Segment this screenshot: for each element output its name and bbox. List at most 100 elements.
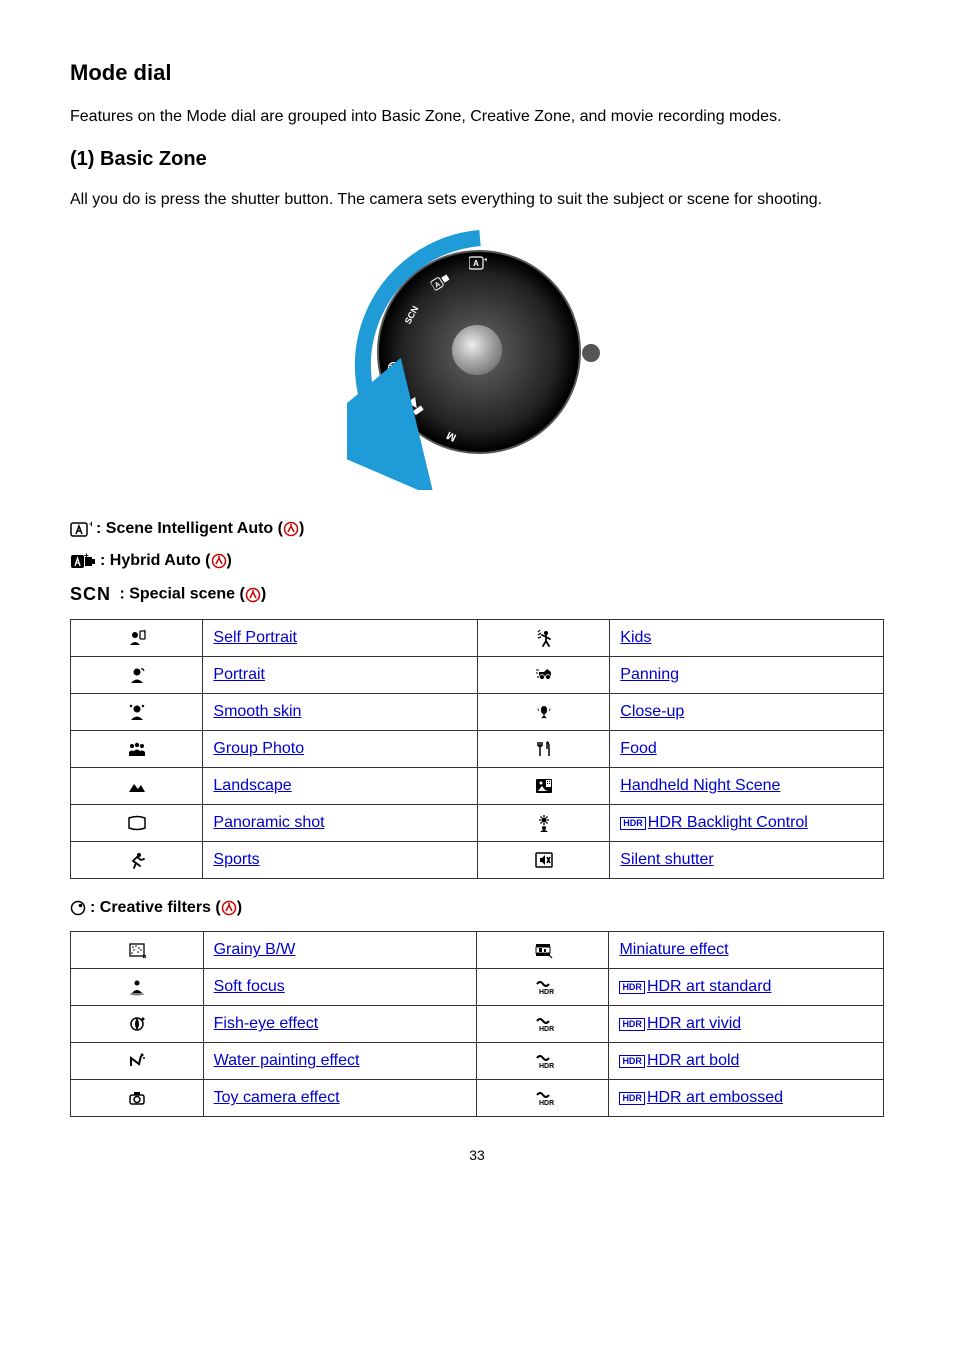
- miniature-link[interactable]: Miniature effect: [619, 941, 728, 958]
- svg-text:+: +: [484, 257, 487, 264]
- link-cell: Smooth skin: [203, 694, 478, 731]
- hdr-emb-icon: HDR: [476, 1080, 609, 1117]
- close-up-icon: [477, 694, 609, 731]
- hybrid-auto-link[interactable]: [211, 552, 227, 569]
- link-cell: Kids: [610, 620, 884, 657]
- portrait-link[interactable]: Portrait: [213, 666, 265, 683]
- link-cell: Silent shutter: [610, 842, 884, 879]
- intro-paragraph: Features on the Mode dial are grouped in…: [70, 106, 884, 128]
- special-scene-link[interactable]: [245, 586, 261, 603]
- link-cell: Toy camera effect: [203, 1080, 476, 1117]
- link-icon: [245, 587, 261, 603]
- link-cell: Fish-eye effect: [203, 1006, 476, 1043]
- link-cell: Panoramic shot: [203, 805, 478, 842]
- hdr-badge: HDR: [619, 1055, 645, 1068]
- table-row: Portrait Panning: [71, 657, 884, 694]
- mode-scene-intelligent-auto: + : Scene Intelligent Auto (): [70, 520, 884, 538]
- hdr-std-icon: HDR: [476, 969, 609, 1006]
- link-cell: Sports: [203, 842, 478, 879]
- link-cell: Panning: [610, 657, 884, 694]
- night-icon: [477, 768, 609, 805]
- link-icon: [283, 521, 299, 537]
- hdr-vivid-link[interactable]: HDR art vivid: [647, 1015, 741, 1032]
- fisheye-link[interactable]: Fish-eye effect: [214, 1015, 319, 1032]
- creative-filters-link[interactable]: [221, 899, 237, 916]
- close-paren: ): [227, 552, 232, 569]
- svg-text:+: +: [89, 521, 92, 529]
- scene-intelligent-auto-icon: +: [70, 520, 92, 538]
- self-portrait-link[interactable]: Self Portrait: [213, 629, 297, 646]
- special-scene-table: + Self Portrait Kids Portrait Panning Smooth …: [70, 619, 884, 879]
- sports-link[interactable]: Sports: [213, 851, 259, 868]
- hdr-badge: HDR: [619, 1092, 645, 1105]
- link-cell: HDRHDR art embossed: [609, 1080, 884, 1117]
- food-icon: [477, 731, 609, 768]
- link-cell: Food: [610, 731, 884, 768]
- silent-link[interactable]: Silent shutter: [620, 851, 713, 868]
- toy-icon: [71, 1080, 204, 1117]
- kids-link[interactable]: Kids: [620, 629, 651, 646]
- heading-mode-dial: Mode dial: [70, 60, 884, 86]
- hdr-std-link[interactable]: HDR art standard: [647, 978, 772, 995]
- link-icon: [211, 553, 227, 569]
- link-cell: Self Portrait: [203, 620, 478, 657]
- grainy-icon: [71, 932, 204, 969]
- link-cell: HDRHDR art vivid: [609, 1006, 884, 1043]
- basic-zone-intro: All you do is press the shutter button. …: [70, 189, 884, 211]
- landscape-link[interactable]: Landscape: [213, 777, 291, 794]
- hdr-badge: HDR: [620, 817, 646, 830]
- link-cell: HDRHDR Backlight Control: [610, 805, 884, 842]
- link-cell: Soft focus: [203, 969, 476, 1006]
- table-row: + Self Portrait Kids: [71, 620, 884, 657]
- panning-link[interactable]: Panning: [620, 666, 679, 683]
- link-cell: Close-up: [610, 694, 884, 731]
- panorama-link[interactable]: Panoramic shot: [213, 814, 324, 831]
- close-up-link[interactable]: Close-up: [620, 703, 684, 720]
- smooth-skin-link[interactable]: Smooth skin: [213, 703, 301, 720]
- scn-icon: SCN: [70, 584, 111, 605]
- group-icon: [71, 731, 203, 768]
- hdr-emb-link[interactable]: HDR art embossed: [647, 1089, 783, 1106]
- hdr-backlight-icon: [477, 805, 609, 842]
- special-scene-label: : Special scene (: [115, 586, 245, 603]
- grainy-link[interactable]: Grainy B/W: [214, 941, 296, 958]
- soft-link[interactable]: Soft focus: [214, 978, 285, 995]
- table-row: Grainy B/W Miniature effect: [71, 932, 884, 969]
- svg-text:+: +: [142, 629, 146, 635]
- kids-icon: [477, 620, 609, 657]
- fisheye-icon: [71, 1006, 204, 1043]
- group-link[interactable]: Group Photo: [213, 740, 304, 757]
- table-row: Group Photo Food: [71, 731, 884, 768]
- smooth-skin-icon: [71, 694, 203, 731]
- table-row: Smooth skin Close-up: [71, 694, 884, 731]
- food-link[interactable]: Food: [620, 740, 656, 757]
- table-row: Soft focusHDRHDRHDR art standard: [71, 969, 884, 1006]
- link-cell: HDRHDR art bold: [609, 1043, 884, 1080]
- link-icon: [221, 900, 237, 916]
- link-cell: Handheld Night Scene: [610, 768, 884, 805]
- link-cell: Portrait: [203, 657, 478, 694]
- table-row: Fish-eye effect HDR HDRHDR art vivid: [71, 1006, 884, 1043]
- soft-icon: [71, 969, 204, 1006]
- mode-hybrid-auto: + : Hybrid Auto (): [70, 552, 884, 570]
- svg-text:HDR: HDR: [539, 1026, 554, 1033]
- hdr-backlight-link[interactable]: HDR Backlight Control: [648, 814, 808, 831]
- night-link[interactable]: Handheld Night Scene: [620, 777, 780, 794]
- dial-indicator: [582, 344, 600, 362]
- close-paren: ): [237, 899, 242, 916]
- water-icon: [71, 1043, 204, 1080]
- miniature-icon: [476, 932, 609, 969]
- water-link[interactable]: Water painting effect: [214, 1052, 360, 1069]
- table-row: Sports Silent shutter: [71, 842, 884, 879]
- link-cell: Water painting effect: [203, 1043, 476, 1080]
- hdr-bold-link[interactable]: HDR art bold: [647, 1052, 739, 1069]
- table-row: Panoramic shot HDRHDR Backlight Control: [71, 805, 884, 842]
- table-row: Toy camera effectHDRHDRHDR art embossed: [71, 1080, 884, 1117]
- toy-link[interactable]: Toy camera effect: [214, 1089, 340, 1106]
- panning-icon: [477, 657, 609, 694]
- scene-intelligent-auto-link[interactable]: [283, 520, 299, 537]
- link-cell: Miniature effect: [609, 932, 884, 969]
- link-cell: Grainy B/W: [203, 932, 476, 969]
- link-cell: Group Photo: [203, 731, 478, 768]
- landscape-icon: [71, 768, 203, 805]
